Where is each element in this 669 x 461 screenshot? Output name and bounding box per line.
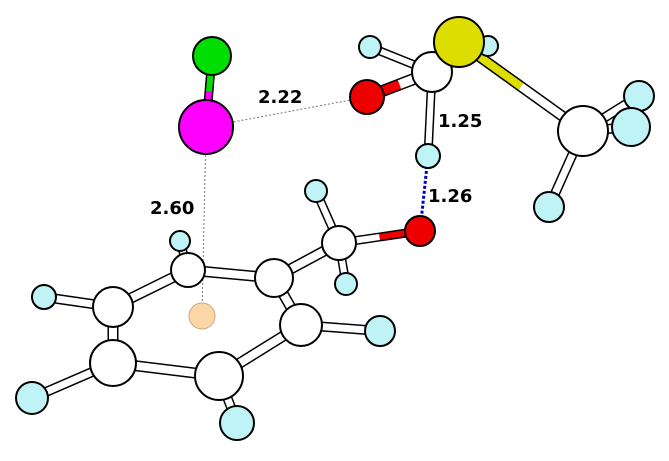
- hydrogen-atom-h_m1r: [31, 284, 57, 310]
- hydrogen-atom-h_p: [15, 381, 49, 415]
- carbon-atom-c_ch2: [321, 225, 357, 261]
- chlorine-atom-cl1: [178, 99, 234, 155]
- carbon-atom-ch3: [557, 105, 609, 157]
- contact-line-cl-o: [205, 96, 368, 128]
- hydrogen-atom-h_top1: [358, 35, 382, 59]
- distance-labels: 2.22 1.25 1.26 2.60: [150, 87, 482, 219]
- hydrogen-atom-h_m2: [611, 107, 651, 147]
- sulfur-atom-s1: [433, 16, 485, 68]
- hydrogen-atom-h_ch2b: [334, 272, 358, 296]
- distance-label-cl-ring: 2.60: [150, 198, 194, 219]
- hydrogen-atom-h_ch2a: [304, 179, 328, 203]
- carbon-atom-c_ipso: [254, 258, 294, 298]
- ring-centroid-marker-cent: [188, 302, 216, 330]
- hydrogen-atom-h_m3: [533, 191, 565, 223]
- carbon-atom-c_m1: [92, 286, 134, 328]
- contact-lines: [201, 96, 430, 317]
- hydrogen-atom-h_o2: [364, 315, 396, 347]
- contact-line-cl-ring: [201, 126, 207, 317]
- hydrogen-atom-h_o1: [169, 230, 191, 252]
- carbon-atom-c_m2: [194, 351, 244, 401]
- oxygen-atom-o2: [349, 79, 385, 115]
- distance-label-cl-o: 2.22: [258, 87, 302, 108]
- hydrogen-atom-h_m1: [623, 80, 655, 112]
- carbon-atom-c_p: [89, 339, 137, 387]
- hydrogen-atom-h_tr: [415, 143, 441, 169]
- carbon-atom-c_o2: [279, 303, 323, 347]
- carbon-atom-c_o1: [170, 252, 206, 288]
- hydrogen-atom-h_m2r: [219, 405, 255, 441]
- atoms: [15, 16, 655, 441]
- oxygen-atom-o1: [404, 215, 436, 247]
- carbon-atom-c_s: [411, 51, 453, 93]
- fluorine-atom-f1: [192, 36, 232, 76]
- distance-label-h-transfer-upper: 1.25: [438, 111, 482, 132]
- distance-label-h-transfer-lower: 1.26: [428, 186, 472, 207]
